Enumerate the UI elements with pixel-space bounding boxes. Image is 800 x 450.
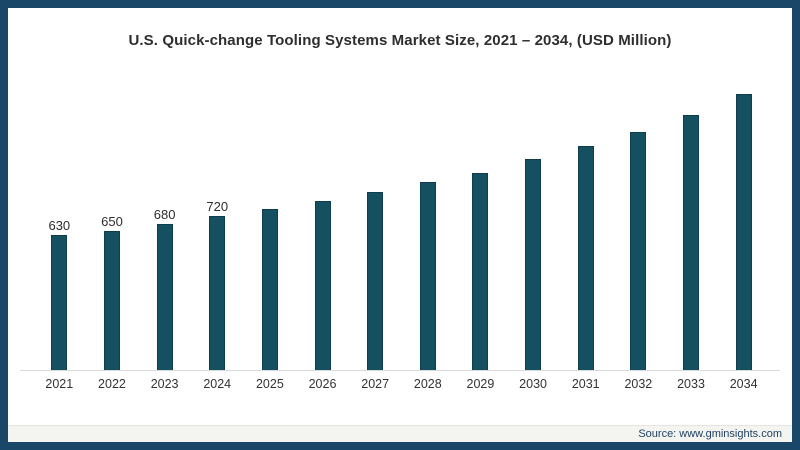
bar-column (296, 70, 349, 370)
bar (51, 235, 68, 370)
x-tick-label: 2031 (571, 377, 600, 391)
bar (103, 231, 120, 370)
bar-column (349, 70, 402, 370)
x-axis-tick-row: 2021 2022 2023 2024 2025 2026 2027 2028 2029 2030… (33, 377, 770, 391)
x-tick-label: 2034 (729, 377, 758, 391)
x-tick-label: 2025 (255, 377, 284, 391)
x-tick-label: 2024 (203, 377, 232, 391)
plot-area: 630 650 680 720 (33, 70, 770, 370)
chart-content: U.S. Quick-change Tooling Systems Market… (8, 8, 792, 442)
bar (735, 94, 752, 370)
bar-value-label: 680 (153, 207, 176, 222)
bar-column: 720 (191, 70, 244, 370)
bar (683, 115, 699, 370)
x-tick-label: 2023 (150, 377, 179, 391)
bar (525, 159, 542, 370)
bar-value-label: 630 (48, 218, 71, 233)
x-tick-label: 2033 (677, 377, 705, 391)
bar-column: 680 (138, 70, 191, 370)
bar-column (665, 70, 718, 370)
bar-column (612, 70, 665, 370)
source-text: Source: www.gminsights.com (638, 428, 782, 440)
bar (419, 182, 436, 370)
bar (472, 173, 489, 370)
bars-container: 630 650 680 720 (33, 70, 770, 370)
x-tick-label: 2030 (519, 377, 547, 391)
bar-column (454, 70, 507, 370)
bar-column (507, 70, 560, 370)
chart-title: U.S. Quick-change Tooling Systems Market… (128, 32, 672, 49)
bar (156, 224, 173, 370)
bar-column: 630 (33, 70, 86, 370)
bar-column (244, 70, 297, 370)
source-footer: Source: www.gminsights.com (8, 425, 792, 442)
x-tick-label: 2027 (361, 377, 390, 391)
bar-column (717, 70, 770, 370)
bar (261, 209, 278, 370)
bar (630, 132, 647, 370)
x-tick-label: 2028 (413, 377, 442, 391)
x-tick-label: 2029 (466, 377, 495, 391)
x-axis-line (20, 370, 780, 371)
bar-column: 650 (86, 70, 139, 370)
bar-column (401, 70, 454, 370)
bar-value-label: 650 (101, 214, 123, 229)
bar (209, 216, 226, 370)
bar (314, 201, 331, 370)
bar (367, 192, 384, 370)
x-tick-label: 2022 (98, 377, 126, 391)
x-tick-label: 2026 (308, 377, 337, 391)
bar (577, 146, 594, 370)
x-tick-label: 2021 (45, 377, 74, 391)
bar-value-label: 720 (206, 199, 229, 214)
bar-column (559, 70, 612, 370)
x-tick-label: 2032 (624, 377, 653, 391)
